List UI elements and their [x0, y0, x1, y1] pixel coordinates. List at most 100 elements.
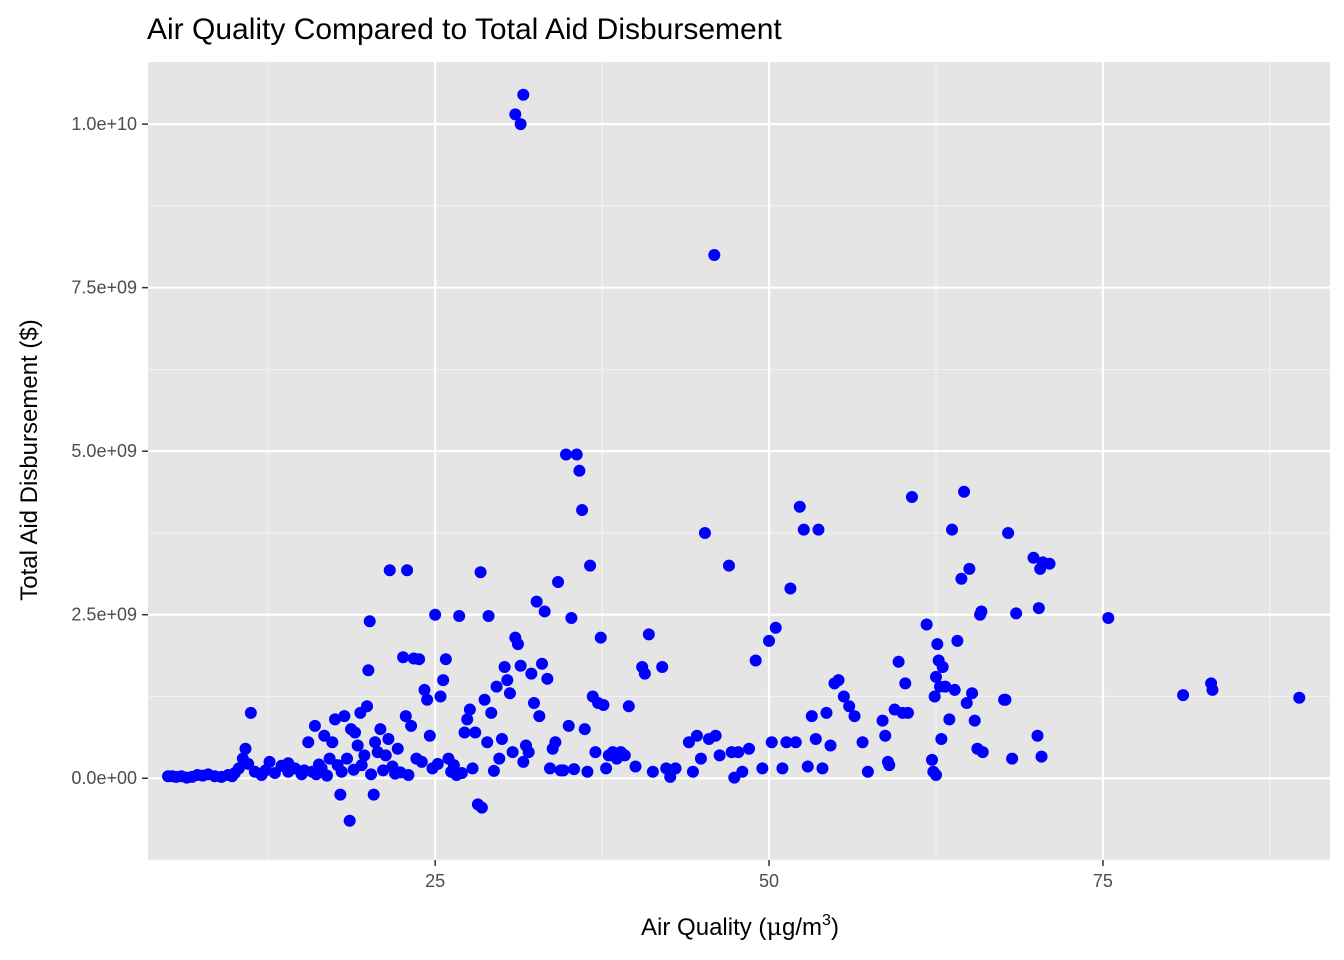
data-point: [879, 729, 892, 742]
data-point: [562, 719, 575, 732]
data-point: [461, 713, 474, 726]
data-point: [482, 610, 495, 623]
data-point: [936, 661, 949, 674]
major-grid: [148, 62, 1330, 860]
data-point: [533, 710, 546, 723]
chart-title: Air Quality Compared to Total Aid Disbur…: [147, 13, 782, 46]
data-point: [431, 757, 444, 770]
x-axis-title-mu: μ: [766, 913, 782, 941]
data-point: [801, 760, 814, 773]
data-point: [399, 710, 412, 723]
data-point: [263, 755, 276, 768]
data-point: [369, 736, 382, 749]
data-point: [474, 566, 487, 579]
data-point: [1032, 602, 1045, 615]
data-point: [925, 753, 938, 766]
x-tick-label: 75: [1093, 871, 1113, 891]
data-point: [1102, 611, 1115, 624]
data-point: [355, 759, 368, 772]
data-point: [487, 764, 500, 777]
data-point: [573, 464, 586, 477]
data-point: [475, 801, 488, 814]
data-point: [434, 690, 447, 703]
x-tick-label: 50: [759, 871, 779, 891]
data-point: [749, 654, 762, 667]
data-point: [935, 732, 948, 745]
data-point: [669, 762, 682, 775]
data-point: [570, 448, 583, 461]
data-point: [437, 674, 450, 687]
x-tick-label: 25: [425, 871, 445, 891]
data-point: [816, 762, 829, 775]
y-axis-ticks: 0.0e+00 2.5e+09 5.0e+09 7.5e+09 1.0e+10: [71, 114, 148, 788]
data-point: [458, 726, 471, 739]
data-point: [594, 631, 607, 644]
data-point: [463, 703, 476, 716]
data-point: [736, 765, 749, 778]
data-point: [656, 661, 669, 674]
data-point: [899, 677, 912, 690]
data-point: [920, 618, 933, 631]
data-point: [402, 768, 415, 781]
data-point: [968, 714, 981, 727]
data-point: [1027, 551, 1040, 564]
data-point: [928, 690, 941, 703]
minor-grid: [148, 62, 1330, 861]
data-point: [328, 713, 341, 726]
y-tick-label: 2.5e+09: [71, 605, 137, 625]
data-point: [514, 659, 527, 672]
data-point: [955, 572, 968, 585]
data-point: [1035, 750, 1048, 763]
data-point: [363, 615, 376, 628]
data-point: [334, 788, 347, 801]
data-point: [391, 742, 404, 755]
data-point: [805, 710, 818, 723]
data-point: [498, 661, 511, 674]
data-points: [162, 88, 1306, 827]
data-point: [998, 693, 1011, 706]
data-point: [578, 723, 591, 736]
data-point: [423, 729, 436, 742]
data-point: [789, 736, 802, 749]
data-point: [478, 693, 491, 706]
data-point: [374, 723, 387, 736]
data-point: [383, 564, 396, 577]
plot-panel: [148, 62, 1330, 860]
data-point: [511, 638, 524, 651]
data-point: [927, 765, 940, 778]
data-point: [367, 788, 380, 801]
data-point: [536, 657, 548, 670]
data-point: [541, 672, 554, 685]
data-point: [622, 700, 635, 713]
data-point: [939, 680, 952, 693]
data-point: [415, 755, 428, 768]
x-axis-title: Air Quality (μg/m3): [641, 912, 839, 941]
data-point: [584, 559, 597, 572]
data-point: [1206, 683, 1219, 696]
data-point: [509, 108, 522, 121]
data-point: [832, 674, 845, 687]
data-point: [694, 752, 707, 765]
data-point: [525, 667, 538, 680]
data-point: [527, 697, 540, 710]
data-point: [302, 736, 315, 749]
data-point: [308, 719, 321, 732]
data-point: [517, 88, 530, 101]
data-point: [960, 697, 973, 710]
data-point: [421, 693, 434, 706]
data-point: [495, 732, 508, 745]
data-point: [530, 595, 543, 608]
data-point: [413, 653, 426, 666]
data-point: [326, 736, 339, 749]
y-axis-title: Total Aid Disbursement ($): [16, 319, 43, 600]
data-point: [361, 700, 374, 713]
data-point: [1010, 607, 1023, 620]
data-point: [239, 742, 252, 755]
data-point: [963, 562, 976, 575]
data-point: [576, 504, 589, 517]
data-point: [765, 736, 778, 749]
data-point: [883, 759, 896, 772]
data-point: [418, 683, 431, 696]
y-tick-label: 5.0e+09: [71, 441, 137, 461]
data-point: [780, 736, 793, 749]
